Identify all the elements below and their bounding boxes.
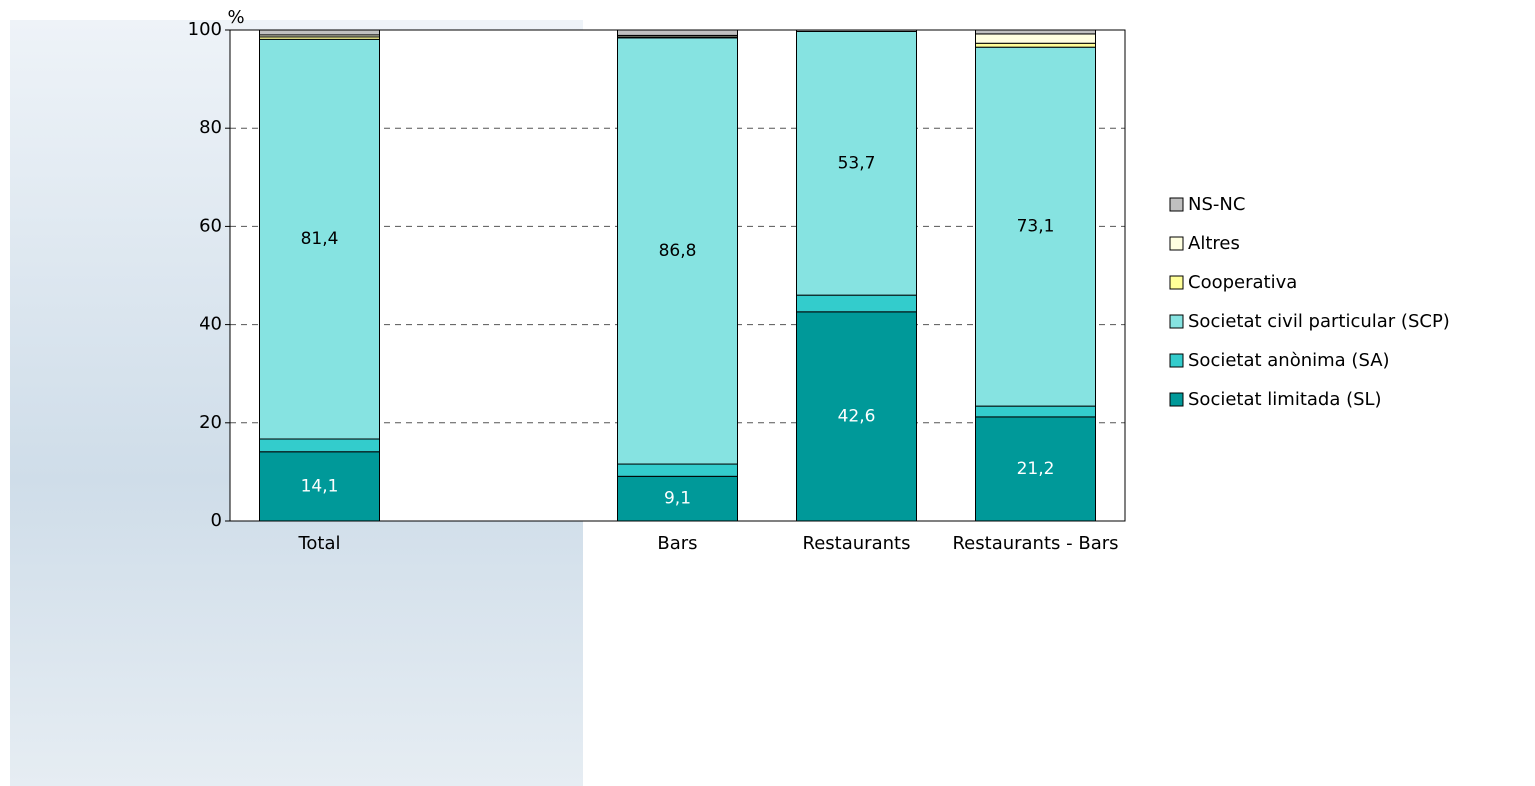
bar-segment	[259, 29, 380, 36]
bar-segment	[259, 451, 380, 522]
data-label: 53,7	[838, 153, 876, 173]
legend-swatch	[1169, 392, 1184, 407]
data-label: 42,6	[838, 406, 876, 426]
legend-swatch	[1169, 197, 1184, 212]
data-label: 73,1	[1017, 217, 1055, 237]
legend-label: Societat civil particular (SCP)	[1188, 311, 1450, 332]
bar-segment	[975, 33, 1096, 44]
bar-segment	[617, 475, 738, 522]
bar-segment	[796, 30, 917, 296]
legend-label: Cooperativa	[1188, 272, 1297, 293]
data-label: 81,4	[301, 229, 339, 249]
legend-swatch	[1169, 353, 1184, 368]
bar-segment	[975, 416, 1096, 522]
y-tick-label: 80	[199, 117, 222, 138]
y-tick-label: 20	[199, 412, 222, 433]
y-tick-label: 0	[211, 510, 222, 531]
bar-segment	[796, 311, 917, 522]
data-label: 86,8	[659, 241, 697, 261]
x-tick-label: Total	[298, 533, 341, 554]
bar-segment	[617, 29, 738, 36]
y-axis-unit: %	[227, 7, 244, 28]
data-label: 9,1	[664, 489, 691, 509]
y-tick-label: 40	[199, 314, 222, 335]
bar-segment	[975, 405, 1096, 418]
bar-segment	[617, 37, 738, 465]
legend-swatch	[1169, 314, 1184, 329]
legend-swatch	[1169, 236, 1184, 251]
y-tick-label: 100	[188, 19, 222, 40]
x-tick-label: Restaurants	[802, 533, 911, 554]
legend-label: NS-NC	[1188, 194, 1245, 215]
x-tick-label: Restaurants - Bars	[952, 533, 1119, 554]
y-tick-label: 60	[199, 215, 222, 236]
data-label: 21,2	[1017, 459, 1055, 479]
legend-label: Societat anònima (SA)	[1188, 350, 1390, 371]
bar-segment	[259, 38, 380, 440]
bar-segment	[975, 46, 1096, 407]
legend-swatch	[1169, 275, 1184, 290]
legend-label: Societat limitada (SL)	[1188, 389, 1382, 410]
legend-label: Altres	[1188, 233, 1240, 254]
bar-segment	[259, 438, 380, 453]
bar-segment	[617, 463, 738, 477]
bar-segment	[796, 29, 917, 32]
bar-segment	[975, 42, 1096, 48]
x-tick-label: Bars	[657, 533, 698, 554]
bar-segment	[796, 294, 917, 313]
bar-segment	[975, 29, 1096, 35]
data-label: 14,1	[301, 476, 339, 496]
